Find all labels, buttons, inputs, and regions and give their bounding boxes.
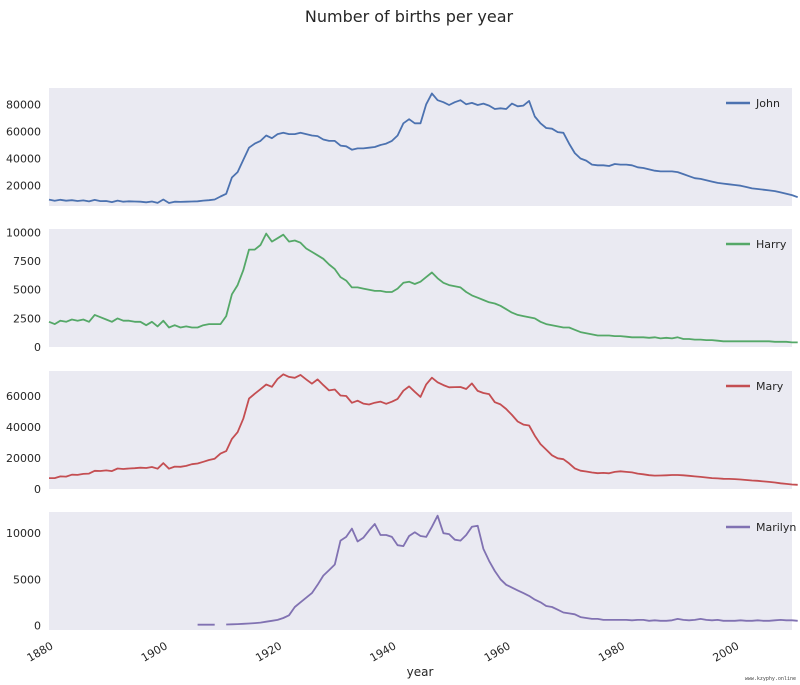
x-axis: 1880 1900 1920 1940 1960 1980 2000	[25, 639, 742, 664]
y-tick-label: 40000	[6, 153, 41, 166]
x-tick-label: 2000	[711, 639, 742, 664]
panels: 20000 40000 60000 80000 John 0 2500 5000 7500 100…	[6, 88, 799, 632]
y-tick-label: 7500	[13, 255, 41, 268]
panel-background	[49, 512, 792, 630]
legend-label-mary: Mary	[756, 380, 784, 393]
legend: Harry	[726, 238, 787, 251]
x-tick-label: 1920	[253, 639, 284, 664]
panel-background	[49, 88, 792, 206]
panel-2: 0 20000 40000 60000 Mary	[6, 371, 798, 496]
legend: Mary	[726, 380, 784, 393]
x-tick-label: 1880	[25, 639, 56, 664]
y-tick-label: 60000	[6, 125, 41, 138]
series-line-mary	[49, 373, 798, 486]
y-tick-label: 40000	[6, 421, 41, 434]
y-tick-label: 60000	[6, 390, 41, 403]
series-line-harry	[48, 232, 798, 344]
y-tick-label: 0	[34, 341, 41, 354]
legend-label-marilyn: Marilyn	[756, 521, 796, 534]
panel-3: 0 5000 10000 Marilyn	[6, 512, 798, 632]
figure-title: Number of births per year	[305, 7, 514, 26]
legend-label-john: John	[755, 97, 780, 110]
legend-label-harry: Harry	[756, 238, 787, 251]
series-line-marilyn-1	[226, 514, 798, 626]
legend: John	[726, 97, 780, 110]
panel-background	[49, 229, 792, 347]
series-line-john	[48, 92, 799, 204]
x-tick-label: 1960	[482, 639, 513, 664]
panel-0: 20000 40000 60000 80000 John	[6, 88, 799, 206]
y-tick-label: 10000	[6, 226, 41, 239]
y-tick-label: 10000	[6, 527, 41, 540]
y-tick-label: 20000	[6, 180, 41, 193]
y-tick-label: 0	[34, 483, 41, 496]
y-tick-label: 0	[34, 619, 41, 632]
watermark: www.kzyphy.online	[744, 676, 796, 682]
y-tick-label: 2500	[13, 312, 41, 325]
panel-1: 0 2500 5000 7500 10000 Harry	[6, 226, 798, 354]
panel-background	[49, 371, 792, 489]
y-tick-label: 5000	[13, 573, 41, 586]
x-tick-label: 1900	[139, 639, 170, 664]
y-tick-label: 80000	[6, 98, 41, 111]
x-tick-label: 1940	[368, 639, 399, 664]
x-tick-label: 1980	[596, 639, 627, 664]
legend: Marilyn	[726, 521, 796, 534]
y-tick-label: 20000	[6, 452, 41, 465]
x-axis-label: year	[407, 665, 434, 679]
y-tick-label: 5000	[13, 284, 41, 297]
